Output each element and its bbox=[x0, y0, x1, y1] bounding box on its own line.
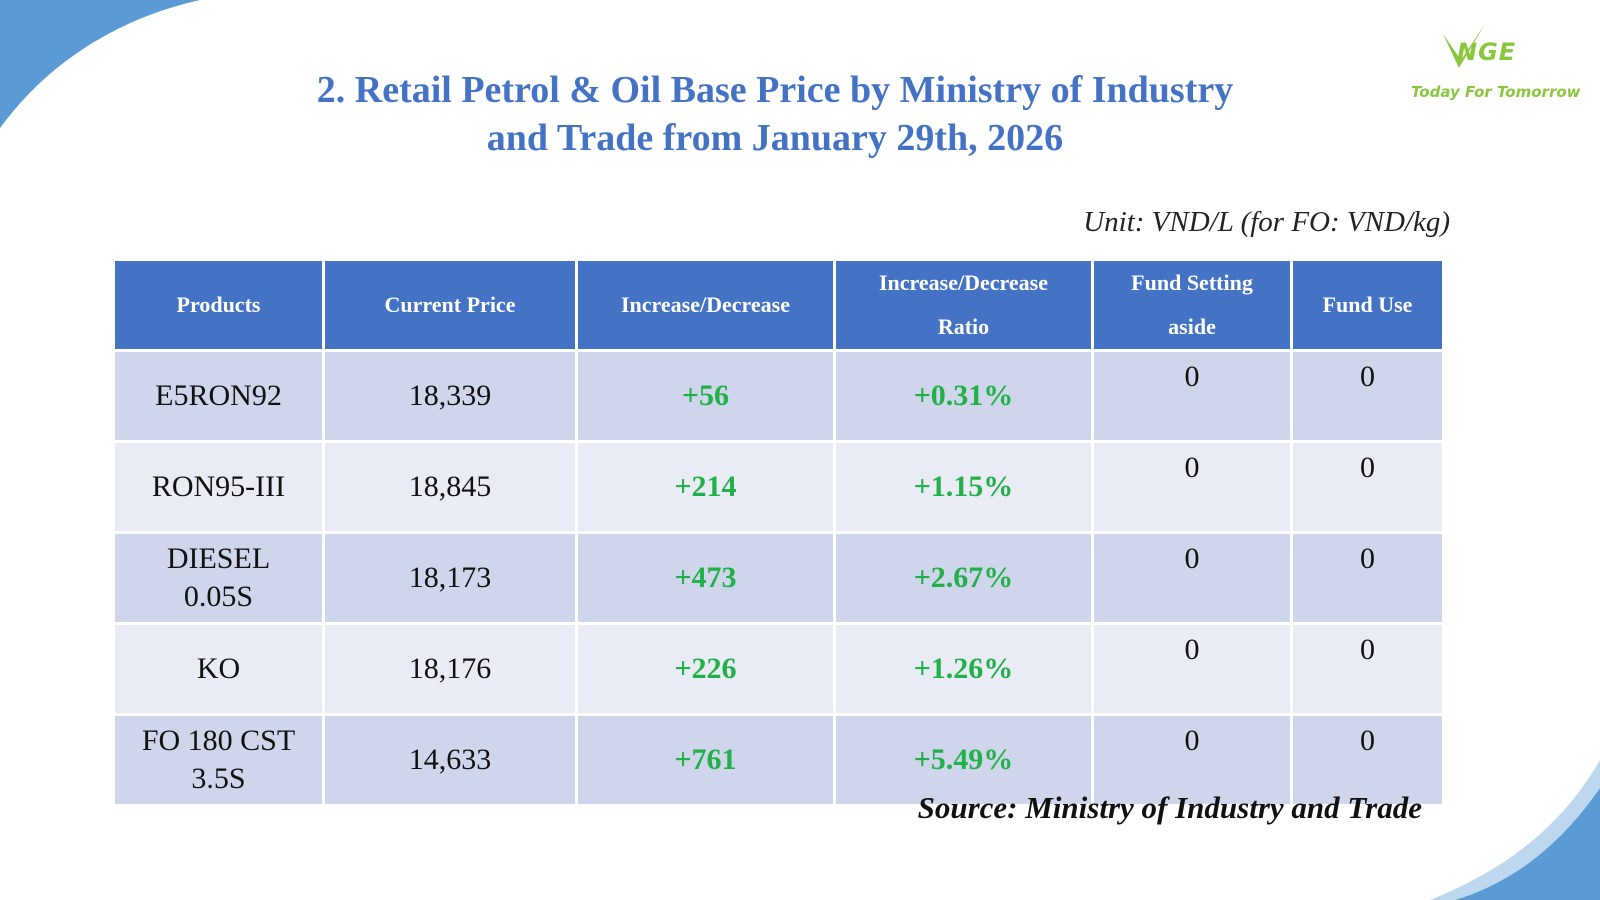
change-cell: +214 bbox=[575, 440, 836, 534]
logo-v-mark-icon bbox=[1443, 24, 1485, 68]
header-ratio: Increase/Decrease Ratio bbox=[833, 258, 1094, 352]
fund-use-cell: 0 bbox=[1290, 349, 1445, 443]
fund-use-cell: 0 bbox=[1290, 622, 1445, 716]
ratio-cell: +1.15% bbox=[833, 440, 1094, 534]
change-cell: +56 bbox=[575, 349, 836, 443]
header-current-price: Current Price bbox=[322, 258, 578, 352]
fund-setting-cell: 0 bbox=[1091, 622, 1293, 716]
page-title-line-1: 2. Retail Petrol & Oil Base Price by Min… bbox=[316, 69, 1234, 111]
header-fund-setting-line-2: aside bbox=[1168, 314, 1216, 339]
product-cell: DIESEL 0.05S bbox=[112, 531, 325, 625]
table-row: KO 18,176 +226 +1.26% 0 0 bbox=[112, 622, 1445, 716]
ratio-cell: +1.26% bbox=[833, 622, 1094, 716]
fund-use-cell: 0 bbox=[1290, 440, 1445, 534]
change-cell: +761 bbox=[575, 713, 836, 807]
product-cell: KO bbox=[112, 622, 325, 716]
current-price-cell: 18,173 bbox=[322, 531, 578, 625]
unit-note: Unit: VND/L (for FO: VND/kg) bbox=[1083, 206, 1450, 238]
header-increase-decrease: Increase/Decrease bbox=[575, 258, 836, 352]
current-price-cell: 18,176 bbox=[322, 622, 578, 716]
product-cell: RON95-III bbox=[112, 440, 325, 534]
current-price-cell: 14,633 bbox=[322, 713, 578, 807]
ratio-cell: +2.67% bbox=[833, 531, 1094, 625]
table-row: FO 180 CST 3.5S 14,633 +761 +5.49% 0 0 bbox=[112, 713, 1445, 807]
ratio-cell: +0.31% bbox=[833, 349, 1094, 443]
page-title-line-2: and Trade from January 29th, 2026 bbox=[486, 117, 1064, 159]
product-cell: E5RON92 bbox=[112, 349, 325, 443]
ratio-cell: +5.49% bbox=[833, 713, 1094, 807]
table-row: E5RON92 18,339 +56 +0.31% 0 0 bbox=[112, 349, 1445, 443]
page-title: 2. Retail Petrol & Oil Base Price by Min… bbox=[230, 66, 1320, 162]
source-note: Source: Ministry of Industry and Trade bbox=[917, 790, 1422, 825]
table-header-row: Products Current Price Increase/Decrease… bbox=[112, 258, 1445, 352]
table-row: DIESEL 0.05S 18,173 +473 +2.67% 0 0 bbox=[112, 531, 1445, 625]
product-cell: FO 180 CST 3.5S bbox=[112, 713, 325, 807]
fund-setting-cell: 0 bbox=[1091, 531, 1293, 625]
table-row: RON95-III 18,845 +214 +1.15% 0 0 bbox=[112, 440, 1445, 534]
top-left-swoosh bbox=[0, 0, 200, 128]
bottom-right-swoosh-light bbox=[1430, 760, 1600, 900]
change-cell: +473 bbox=[575, 531, 836, 625]
current-price-cell: 18,845 bbox=[322, 440, 578, 534]
change-cell: +226 bbox=[575, 622, 836, 716]
header-fund-setting-aside: Fund Setting aside bbox=[1091, 258, 1293, 352]
header-ratio-line-1: Increase/Decrease bbox=[878, 270, 1048, 295]
logo-tagline: Today For Tomorrow bbox=[1411, 83, 1581, 101]
fund-setting-cell: 0 bbox=[1091, 713, 1293, 807]
fund-use-cell: 0 bbox=[1290, 531, 1445, 625]
price-table: Products Current Price Increase/Decrease… bbox=[112, 258, 1445, 807]
fund-setting-cell: 0 bbox=[1091, 349, 1293, 443]
bottom-right-swoosh bbox=[1455, 788, 1600, 900]
header-fund-setting-line-1: Fund Setting bbox=[1131, 270, 1253, 295]
header-products: Products bbox=[112, 258, 325, 352]
fund-setting-cell: 0 bbox=[1091, 440, 1293, 534]
company-logo: NGE Today For Tomorrow bbox=[1395, 18, 1585, 108]
logo-wordmark: NGE bbox=[1457, 38, 1517, 66]
header-ratio-line-2: Ratio bbox=[937, 314, 990, 339]
header-fund-use: Fund Use bbox=[1290, 258, 1445, 352]
current-price-cell: 18,339 bbox=[322, 349, 578, 443]
fund-use-cell: 0 bbox=[1290, 713, 1445, 807]
